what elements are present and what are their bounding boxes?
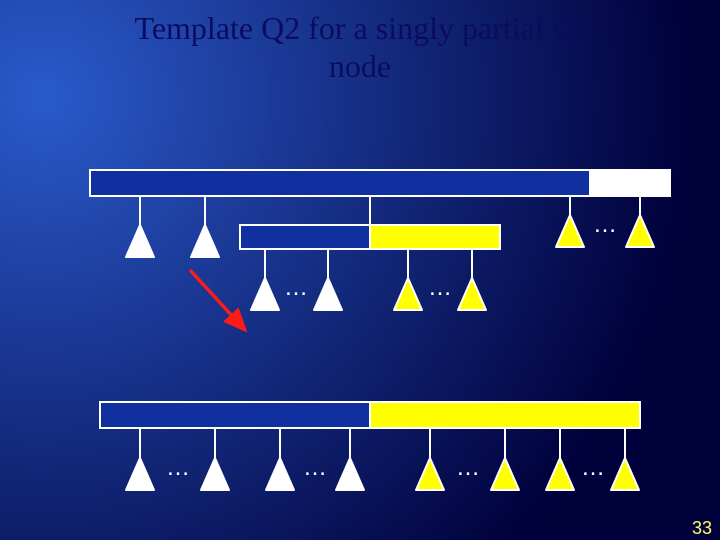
ellipsis: … [166, 454, 190, 482]
slide-number: 33 [692, 518, 712, 539]
slide-title-line1: Template Q2 for a singly partial Q- [0, 10, 720, 47]
ellipsis: … [593, 211, 617, 239]
ellipsis: … [284, 274, 308, 302]
ellipsis: … [303, 454, 327, 482]
slide-title-line2: node [0, 48, 720, 85]
ellipsis: … [581, 454, 605, 482]
ellipsis: … [428, 274, 452, 302]
ellipsis: … [456, 454, 480, 482]
slide-stage: Template Q2 for a singly partial Q- node… [0, 0, 720, 540]
